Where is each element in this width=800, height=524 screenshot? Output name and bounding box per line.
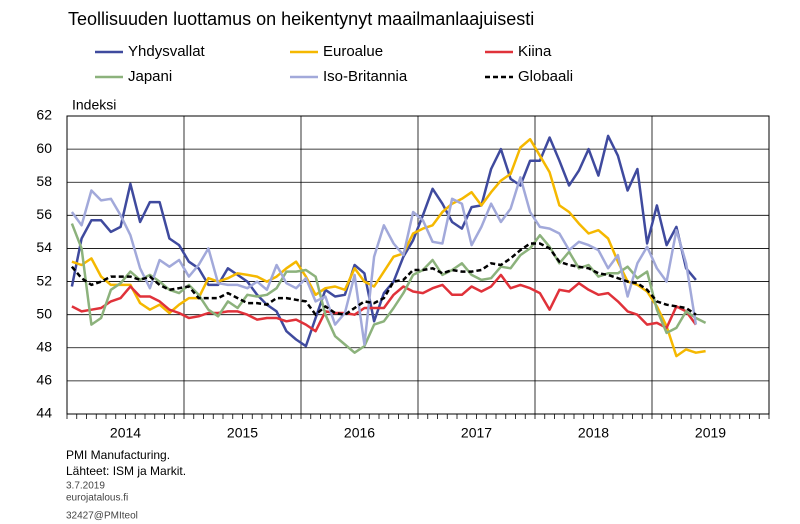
y-tick-label: 56 [36, 206, 52, 222]
series-line [70, 176, 698, 346]
series-line [70, 134, 697, 348]
series-line [70, 223, 707, 354]
y-tick-label: 58 [36, 173, 52, 189]
source-line: Lähteet: ISM ja Markit. [66, 464, 186, 478]
x-tick-label: 2018 [578, 425, 609, 441]
x-tick-label: 2017 [461, 425, 492, 441]
y-tick-label: 44 [36, 405, 52, 421]
series-line [71, 137, 706, 358]
x-tick-label: 2016 [344, 425, 375, 441]
legend-label: Globaali [518, 68, 573, 85]
x-tick-label: 2014 [110, 425, 141, 441]
source-line: PMI Manufacturing. [66, 448, 170, 462]
y-tick-label: 46 [36, 372, 52, 388]
chart-title: Teollisuuden luottamus on heikentynyt ma… [68, 9, 534, 29]
legend-label: Iso-Britannia [323, 68, 408, 85]
series-line [70, 242, 697, 316]
series-line [71, 273, 697, 333]
legend-label: Japani [128, 68, 172, 85]
y-tick-label: 50 [36, 305, 52, 321]
legend-label: Kiina [518, 43, 552, 60]
legend-label: Yhdysvallat [128, 43, 206, 60]
x-tick-label: 2015 [227, 425, 258, 441]
y-tick-label: 60 [36, 140, 52, 156]
legend-label: Euroalue [323, 43, 383, 60]
y-tick-label: 54 [36, 239, 52, 255]
y-tick-label: 62 [36, 107, 52, 123]
footer-date: 3.7.2019 [66, 481, 105, 492]
x-tick-label: 2019 [695, 425, 726, 441]
footer-id: 32427@PMIteol [66, 511, 138, 522]
y-axis-label: Indeksi [72, 97, 116, 113]
plot-frame [66, 115, 770, 415]
y-tick-label: 52 [36, 272, 52, 288]
y-tick-label: 48 [36, 338, 52, 354]
footer-site: eurojatalous.fi [66, 493, 128, 504]
